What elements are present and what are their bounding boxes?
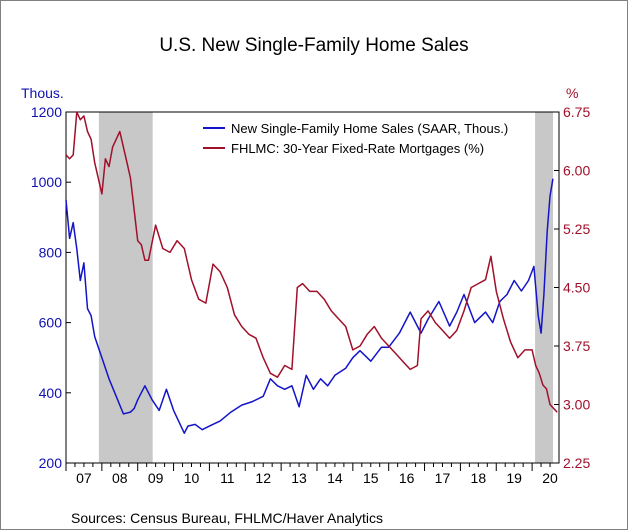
x-tick-label: 15 [363, 470, 379, 486]
legend-label-home-sales: New Single-Family Home Sales (SAAR, Thou… [231, 121, 508, 136]
x-tick-label: 18 [471, 470, 487, 486]
x-tick-label: 08 [112, 470, 128, 486]
left-tick-label: 1200 [31, 104, 62, 120]
x-tick-label: 07 [76, 470, 92, 486]
series-lines [65, 111, 558, 434]
left-tick-label: 200 [39, 455, 63, 471]
series-line-mortgage-rate [65, 111, 558, 413]
x-tick-label: 11 [220, 470, 235, 486]
x-tick-label: 13 [291, 470, 307, 486]
x-tick-label: 20 [542, 470, 558, 486]
source-note: Sources: Census Bureau, FHLMC/Haver Anal… [71, 510, 383, 526]
right-tick-label: 6.00 [563, 163, 590, 179]
left-tick-label: 400 [39, 385, 63, 401]
chart-title: U.S. New Single-Family Home Sales [159, 35, 468, 56]
x-tick-label: 19 [506, 470, 522, 486]
x-tick-label: 14 [327, 470, 343, 486]
right-tick-label: 3.00 [563, 397, 590, 413]
x-tick-label: 17 [435, 470, 451, 486]
recession-bands [98, 112, 554, 463]
legend: New Single-Family Home Sales (SAAR, Thou… [203, 121, 508, 156]
right-axis-unit-label: % [566, 85, 578, 101]
left-tick-label: 800 [39, 244, 63, 260]
legend-label-mortgage-rate: FHLMC: 30-Year Fixed-Rate Mortgages (%) [231, 141, 484, 156]
x-tick-label: 10 [184, 470, 200, 486]
right-tick-label: 6.75 [563, 104, 590, 120]
right-tick-label: 2.25 [563, 455, 590, 471]
x-tick-label: 09 [148, 470, 164, 486]
right-tick-label: 3.75 [563, 338, 590, 354]
left-tick-label: 600 [39, 315, 63, 331]
series-line-home-sales [65, 178, 554, 434]
axes: 200 400 600 800 1000 1200 2.25 3.00 3.75 4.50 5.25… [31, 104, 591, 486]
right-tick-label: 4.50 [563, 280, 590, 296]
x-tick-label: 12 [255, 470, 271, 486]
left-tick-label: 1000 [31, 174, 62, 190]
recession-band-0 [98, 112, 153, 463]
x-tick-label: 16 [399, 470, 415, 486]
left-axis-unit-label: Thous. [21, 85, 64, 101]
right-tick-label: 5.25 [563, 221, 590, 237]
